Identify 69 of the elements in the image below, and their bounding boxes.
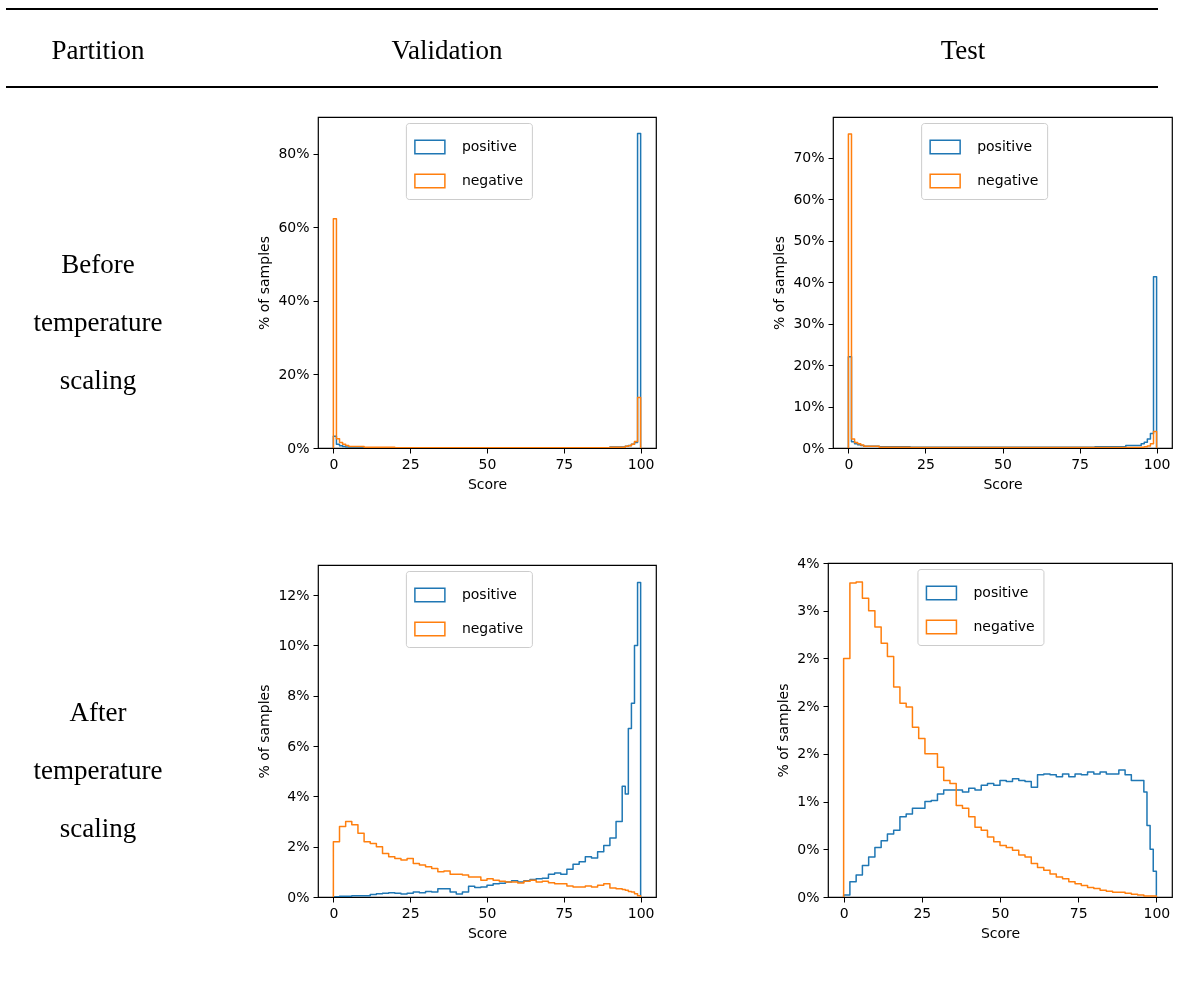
text: Partition [50, 34, 146, 67]
x-tick-label: 50 [994, 455, 1012, 472]
x-tick-label: 0 [329, 455, 339, 472]
x-axis-title: Score [980, 924, 1021, 941]
x-tick-label: 75 [555, 904, 574, 921]
y-tick-label: 6% [287, 737, 310, 754]
text: After temperature scaling [32, 696, 164, 845]
y-axis-title: % of samples [256, 236, 273, 330]
y-tick-label: 30% [793, 315, 825, 332]
y-tick-label: 12% [278, 586, 310, 603]
x-tick-label: 100 [627, 904, 655, 921]
x-tick-label: 75 [1069, 904, 1088, 921]
x-tick-label: 0 [839, 904, 849, 921]
y-tick-label: 2% [797, 745, 820, 762]
y-tick-label: 60% [278, 218, 310, 235]
legend-label: negative [977, 172, 1039, 188]
text: Before temperature scaling [32, 248, 164, 397]
x-tick-label: 50 [991, 904, 1010, 921]
x-tick-label: 50 [478, 455, 497, 472]
x-tick-label: 25 [913, 904, 932, 921]
y-tick-label: 0% [797, 840, 820, 857]
y-tick-label: 4% [797, 554, 820, 571]
y-tick-label: 60% [793, 190, 825, 207]
y-tick-label: 2% [797, 697, 820, 714]
y-tick-label: 3% [797, 602, 820, 619]
x-tick-label: 25 [917, 455, 935, 472]
y-tick-label: 20% [278, 365, 310, 382]
legend-label: positive [973, 584, 1029, 600]
y-tick-label: 20% [793, 356, 825, 373]
legend-label: negative [461, 172, 524, 188]
y-tick-label: 10% [278, 636, 310, 653]
y-tick-label: 70% [793, 149, 825, 166]
x-tick-label: 0 [844, 455, 854, 472]
x-tick-label: 75 [555, 455, 574, 472]
legend-label: positive [461, 586, 517, 602]
x-tick-label: 75 [1071, 455, 1089, 472]
y-tick-label: 80% [278, 145, 310, 162]
x-axis-title: Score [467, 924, 508, 941]
y-tick-label: 8% [287, 687, 310, 704]
x-tick-label: 100 [627, 455, 655, 472]
x-tick-label: 25 [401, 455, 420, 472]
y-axis-title: % of samples [771, 236, 788, 330]
y-tick-label: 0% [287, 888, 310, 905]
legend-label: positive [461, 138, 517, 154]
y-tick-label: 0% [287, 439, 310, 456]
y-axis-title: % of samples [256, 684, 273, 779]
y-tick-label: 40% [278, 292, 310, 309]
y-tick-label: 2% [287, 838, 310, 855]
y-tick-label: 4% [287, 787, 310, 804]
legend-label: positive [977, 138, 1033, 154]
y-tick-label: 40% [793, 273, 825, 290]
y-tick-label: 0% [797, 888, 820, 905]
text: Test [939, 34, 987, 67]
x-tick-label: 100 [1143, 904, 1171, 921]
x-axis-title: Score [983, 475, 1023, 492]
y-tick-label: 1% [797, 793, 820, 810]
legend-label: negative [973, 618, 1035, 634]
x-tick-label: 100 [1143, 455, 1171, 472]
x-tick-label: 50 [478, 904, 497, 921]
y-tick-label: 10% [793, 398, 825, 415]
legend-label: negative [461, 620, 524, 636]
x-tick-label: 25 [401, 904, 420, 921]
text: Validation [390, 34, 504, 67]
x-axis-title: Score [467, 475, 508, 492]
y-tick-label: 2% [797, 649, 820, 666]
x-tick-label: 0 [329, 904, 339, 921]
y-axis-title: % of samples [775, 683, 792, 778]
y-tick-label: 50% [793, 232, 825, 249]
y-tick-label: 0% [802, 439, 825, 456]
